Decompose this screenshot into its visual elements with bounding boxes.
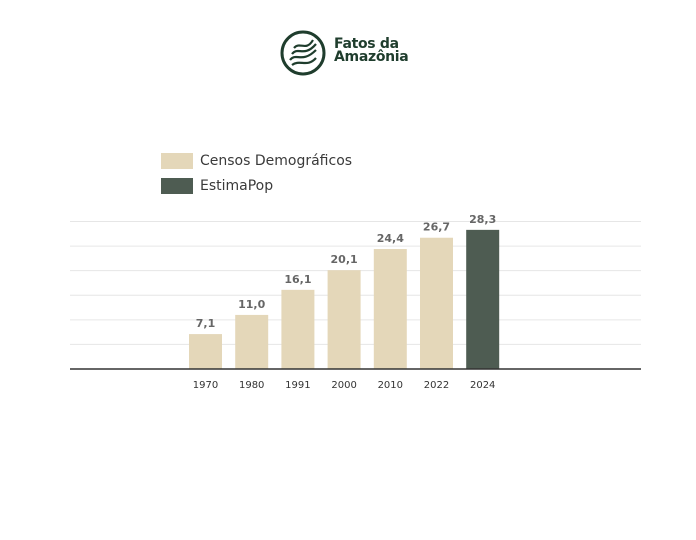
brand-name: Fatos da Amazônia xyxy=(334,36,409,65)
value-label-2024: 28,3 xyxy=(469,213,496,226)
x-tick-labels: 1970 1980 1991 2000 2010 2022 2024 xyxy=(193,380,496,391)
bar-2000 xyxy=(327,270,361,369)
bar-2022 xyxy=(420,237,453,369)
x-tick-1980: 1980 xyxy=(239,380,264,391)
value-labels: 7,1 11,0 16,1 20,1 24,4 26,7 28,3 xyxy=(196,213,497,330)
chart-legend: Censos Demográficos EstimaPop xyxy=(161,148,352,198)
legend-item-census: Censos Demográficos xyxy=(161,148,352,173)
value-label-2010: 24,4 xyxy=(377,232,404,245)
x-tick-1991: 1991 xyxy=(285,380,310,391)
x-tick-2000: 2000 xyxy=(331,380,356,391)
bar-1991 xyxy=(281,289,315,369)
bar-2024 xyxy=(466,229,500,369)
x-tick-2024: 2024 xyxy=(470,380,495,391)
bar-2010 xyxy=(373,249,407,369)
value-label-2000: 20,1 xyxy=(331,253,358,266)
value-label-2022: 26,7 xyxy=(423,221,450,234)
brand-name-line2: Amazônia xyxy=(334,49,409,65)
legend-swatch-estimate xyxy=(161,177,193,194)
bar-1970 xyxy=(189,334,222,369)
value-label-1980: 11,0 xyxy=(238,298,265,311)
value-label-1970: 7,1 xyxy=(196,317,216,330)
brand-name-line1: Fatos da xyxy=(334,36,399,52)
legend-label-census: Censos Demográficos xyxy=(200,152,353,169)
value-label-1991: 16,1 xyxy=(284,273,311,286)
x-tick-2010: 2010 xyxy=(378,380,403,391)
leaf-seal-icon xyxy=(280,30,326,76)
legend-item-estimate: EstimaPop xyxy=(161,173,352,198)
legend-swatch-census xyxy=(161,152,193,169)
legend-label-estimate: EstimaPop xyxy=(200,177,274,194)
x-tick-1970: 1970 xyxy=(193,380,218,391)
brand-logo: Fatos da Amazônia xyxy=(280,30,440,78)
bars xyxy=(189,229,500,369)
x-tick-2022: 2022 xyxy=(424,380,449,391)
bar-1980 xyxy=(235,314,269,369)
